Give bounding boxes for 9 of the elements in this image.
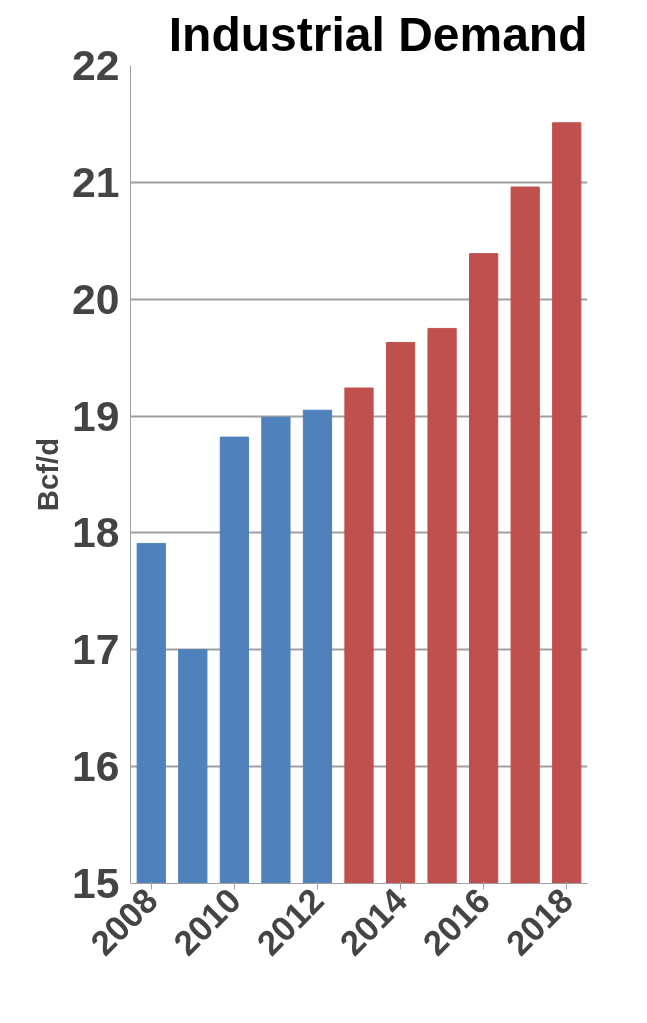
- y-tick-label: 19: [72, 391, 120, 440]
- y-tick-label: 21: [72, 157, 120, 206]
- y-tick-label: 18: [72, 508, 120, 557]
- y-tick-label: 22: [72, 41, 120, 89]
- chart-title: Industrial Demand: [168, 7, 588, 61]
- y-tick-label: 16: [72, 742, 120, 791]
- y-axis-title: Bcf/d: [31, 437, 65, 512]
- y-tick-label: 20: [72, 274, 120, 323]
- y-tick-label: 17: [72, 625, 120, 674]
